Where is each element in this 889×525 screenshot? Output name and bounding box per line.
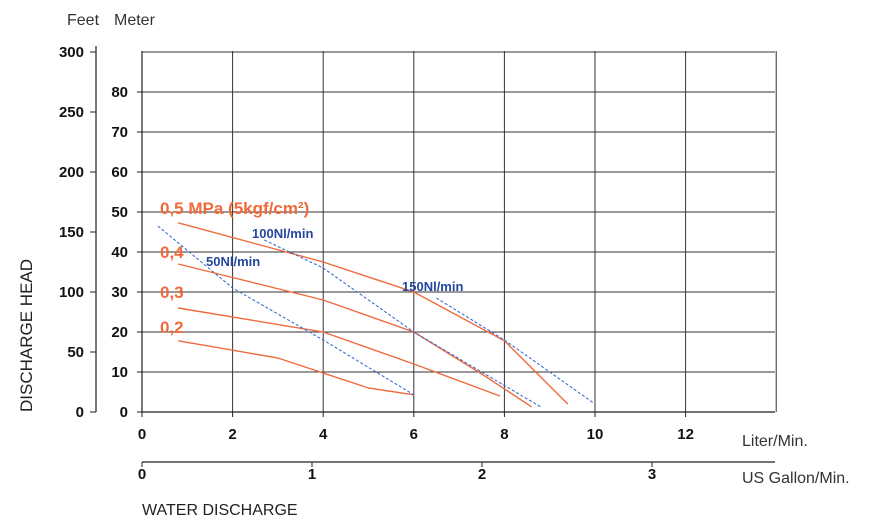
feet-tick-label: 100 xyxy=(59,284,84,301)
pressure-curve xyxy=(178,340,414,396)
x-unit-gallon: US Gallon/Min. xyxy=(742,470,850,487)
gallon-tick-label: 3 xyxy=(648,466,656,483)
x-axis-label: WATER DISCHARGE xyxy=(142,502,298,519)
meter-tick-label: 10 xyxy=(111,364,128,381)
meter-tick-label: 80 xyxy=(111,84,128,101)
pressure-curve xyxy=(178,263,532,408)
meter-tick-label: 50 xyxy=(111,204,128,221)
airflow-curve xyxy=(264,239,541,408)
airflow-curve xyxy=(436,297,596,405)
liter-tick-label: 8 xyxy=(500,426,508,443)
gallon-tick-label: 1 xyxy=(308,466,316,483)
meter-tick-label: 20 xyxy=(111,324,128,341)
airflow-label: 150Nl/min xyxy=(402,279,463,294)
gallon-tick-label: 2 xyxy=(478,466,486,483)
meter-tick-label: 70 xyxy=(111,124,128,141)
liter-tick-label: 2 xyxy=(228,426,236,443)
meter-tick-label: 30 xyxy=(111,284,128,301)
tick-labels: 0 2 4 6 8 10 120 1 2 3010203040506070800501001502… xyxy=(59,44,694,483)
gallon-tick-label: 0 xyxy=(138,466,146,483)
pressure-curve xyxy=(178,222,569,405)
feet-tick-label: 0 xyxy=(76,404,84,421)
meter-tick-label: 40 xyxy=(111,244,128,261)
x-unit-liter: Liter/Min. xyxy=(742,433,808,450)
y-axis-label: DISCHARGE HEAD xyxy=(17,259,36,412)
meter-tick-label: 60 xyxy=(111,164,128,181)
liter-tick-label: 4 xyxy=(319,426,328,443)
pressure-curve xyxy=(178,307,501,397)
airflow-label: 50Nl/min xyxy=(206,254,260,269)
axes xyxy=(90,46,775,467)
liter-tick-label: 12 xyxy=(677,426,694,443)
curves xyxy=(157,222,596,408)
pressure-label: 0,5 MPa (5kgf/cm²) xyxy=(160,199,309,218)
meter-tick-label: 0 xyxy=(120,404,128,421)
feet-tick-label: 300 xyxy=(59,44,84,61)
liter-tick-label: 0 xyxy=(138,426,146,443)
series-labels: 0,5 MPa (5kgf/cm²) 0,4 0,3 0,2 50Nl/min 100Nl… xyxy=(160,199,463,337)
pressure-label: 0,3 xyxy=(160,283,184,302)
pressure-label: 0,2 xyxy=(160,318,184,337)
feet-tick-label: 250 xyxy=(59,104,84,121)
liter-tick-label: 6 xyxy=(410,426,418,443)
feet-tick-label: 200 xyxy=(59,164,84,181)
liter-tick-label: 10 xyxy=(587,426,604,443)
feet-tick-label: 150 xyxy=(59,224,84,241)
pressure-label: 0,4 xyxy=(160,243,184,262)
y-unit-meter: Meter xyxy=(114,12,156,29)
feet-tick-label: 50 xyxy=(67,344,84,361)
grid xyxy=(142,51,777,412)
y-unit-feet: Feet xyxy=(67,12,100,29)
airflow-label: 100Nl/min xyxy=(252,226,313,241)
